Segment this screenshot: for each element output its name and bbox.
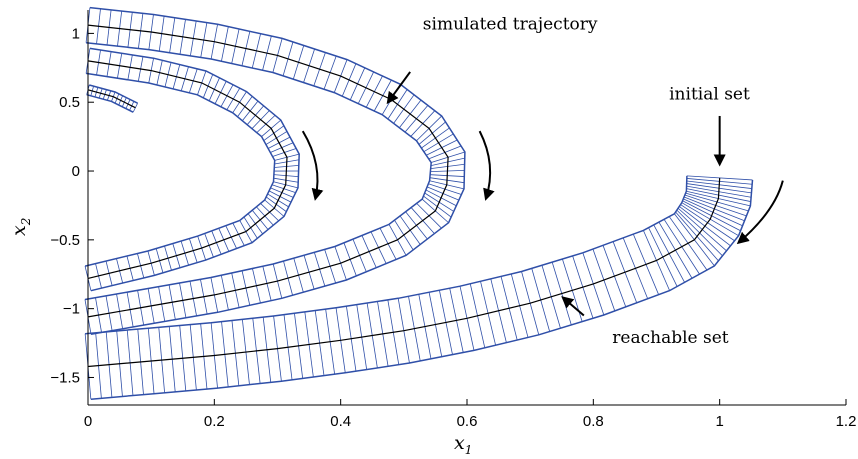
simulated-trajectory-line: [87, 177, 721, 368]
annotation-arrow: [386, 71, 411, 105]
band-edge-outer: [84, 41, 432, 301]
direction-arrow: [301, 130, 324, 201]
reachable-set-band-4: [84, 175, 754, 400]
y-tick-label: −0.5: [50, 232, 80, 249]
y-axis-label-sub: 2: [19, 218, 33, 227]
y-axis-label-main: x: [8, 225, 30, 236]
x-tick-label: 0.8: [583, 413, 604, 430]
band-edge-inner: [90, 179, 754, 400]
band-edge-inner: [89, 6, 466, 336]
x-tick-label: 0.6: [457, 413, 478, 430]
direction-arrow: [478, 130, 495, 201]
band-edge-inner: [89, 47, 300, 292]
axes: [87, 10, 847, 406]
annotation-arrow: [561, 296, 585, 317]
annotation-reachable-set: reachable set: [612, 328, 728, 348]
y-axis-label: x2: [8, 218, 33, 236]
simulated-trajectory-line: [87, 60, 288, 279]
y-tick-label: 0.5: [59, 94, 80, 111]
reachable-set-band-3: [86, 84, 138, 113]
band-edge-outer: [84, 72, 276, 267]
x-tick-label: 0.4: [330, 413, 351, 430]
simulated-trajectory-line: [87, 89, 136, 109]
band-edge-outer: [86, 93, 134, 113]
reachable-set-band-2: [84, 47, 300, 292]
x-axis-label-sub: 1: [465, 443, 473, 457]
direction-arrow: [736, 180, 784, 245]
band-edge-outer: [85, 175, 688, 335]
x-axis-label-main: x: [454, 432, 465, 454]
tick-labels: 0 0.2 0.4 0.6 0.8 1 1.2 1 0.5 0 −0.5 −1 −1.5: [50, 25, 856, 430]
reachable-set-bands: [84, 6, 754, 400]
band-edge-inner: [89, 84, 138, 104]
reachable-set-band-1: [84, 6, 466, 336]
y-tick-label: −1: [63, 301, 80, 318]
annotation-arrows: [301, 71, 784, 317]
annotation-initial-set: initial set: [669, 84, 750, 104]
annotation-simulated-trajectory: simulated trajectory: [423, 14, 598, 34]
x-axis-label: x1: [454, 432, 472, 457]
x-tick-label: 0.2: [204, 413, 225, 430]
y-tick-label: 0: [72, 163, 80, 180]
y-tick-label: 1: [72, 25, 80, 42]
simulated-trajectory-line: [87, 24, 449, 318]
y-tick-label: −1.5: [50, 369, 80, 386]
x-tick-label: 1: [715, 413, 723, 430]
x-tick-label: 0: [84, 413, 92, 430]
x-tick-label: 1.2: [836, 413, 857, 430]
